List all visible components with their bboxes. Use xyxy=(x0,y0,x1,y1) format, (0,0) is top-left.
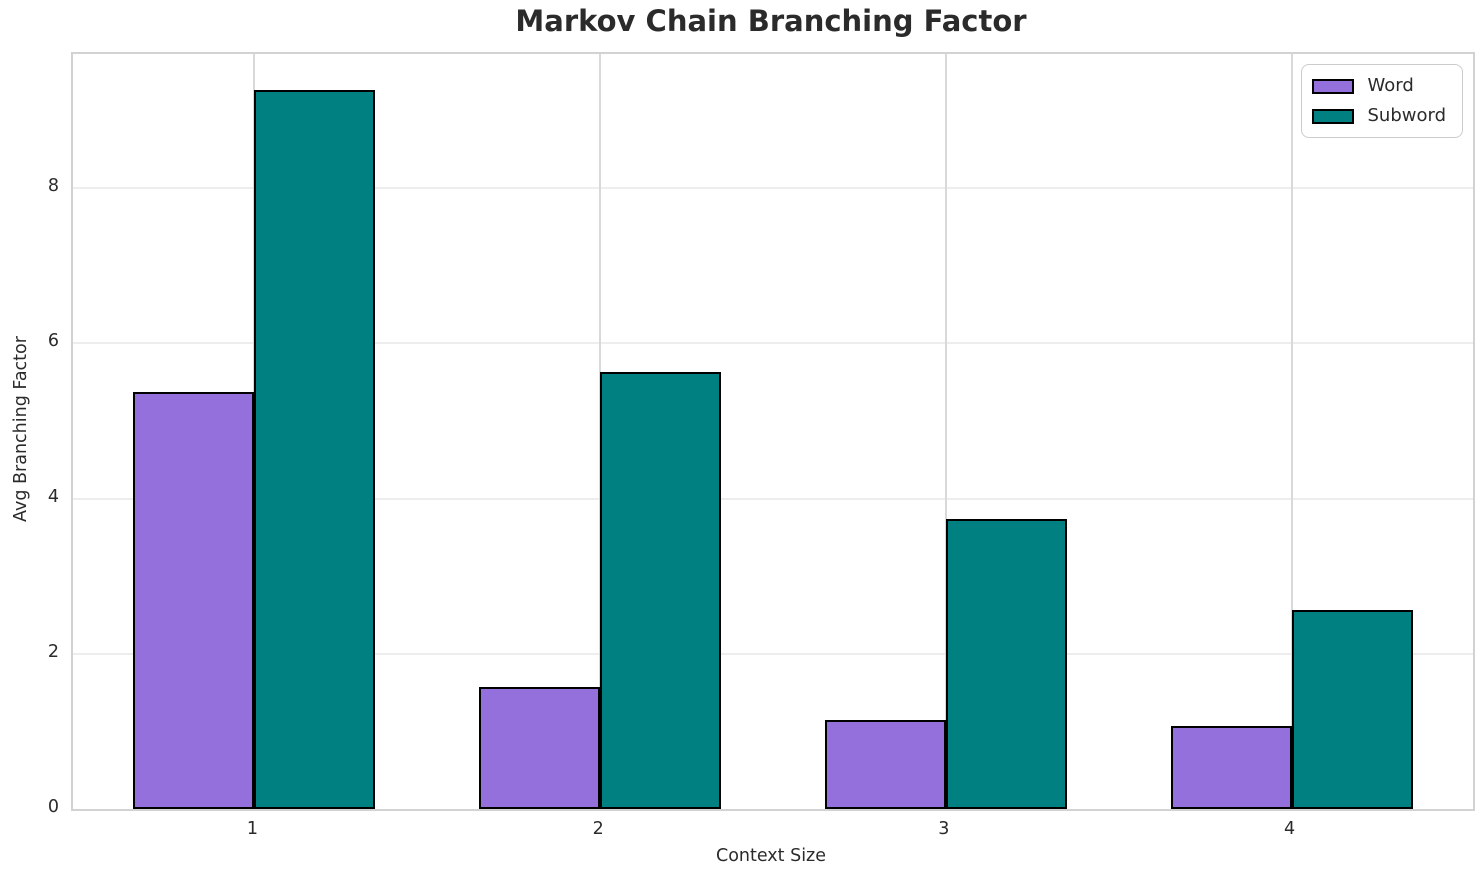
bar-subword-4 xyxy=(1291,610,1413,809)
v-gridline-3 xyxy=(944,54,947,809)
x-tick-label-1: 1 xyxy=(246,819,259,839)
legend: Word Subword xyxy=(1301,64,1463,138)
y-axis-label: Avg Branching Factor xyxy=(11,336,31,522)
legend-swatch-word xyxy=(1312,78,1355,94)
h-gridline-8 xyxy=(73,187,1473,190)
bar-subword-2 xyxy=(600,372,722,809)
bar-word-3 xyxy=(824,719,946,809)
legend-label-word: Word xyxy=(1367,75,1414,96)
h-gridline-6 xyxy=(73,342,1473,345)
bar-subword-1 xyxy=(254,90,376,809)
chart-title: Markov Chain Branching Factor xyxy=(515,4,1027,38)
plot-area: Word Subword xyxy=(71,52,1475,811)
h-gridline-4 xyxy=(73,497,1473,500)
x-axis-label: Context Size xyxy=(715,846,827,866)
x-tick-label-4: 4 xyxy=(1283,819,1296,839)
legend-label-subword: Subword xyxy=(1367,105,1446,126)
x-tick-label-3: 3 xyxy=(938,819,950,839)
legend-item-subword: Subword xyxy=(1312,104,1446,128)
y-tick-label-2: 2 xyxy=(47,641,59,662)
y-tick-label-4: 4 xyxy=(47,486,59,507)
bar-word-2 xyxy=(479,687,601,809)
x-tick-label-2: 2 xyxy=(592,819,604,839)
bar-word-1 xyxy=(133,392,255,809)
h-gridline-2 xyxy=(73,652,1473,655)
y-tick-label-0: 0 xyxy=(47,797,59,817)
legend-item-word: Word xyxy=(1312,74,1446,98)
v-gridline-4 xyxy=(1290,54,1293,809)
legend-swatch-subword xyxy=(1312,108,1355,124)
y-tick-label-8: 8 xyxy=(47,176,59,197)
bar-subword-3 xyxy=(945,518,1067,809)
y-tick-label-6: 6 xyxy=(47,331,59,352)
bar-word-4 xyxy=(1170,725,1292,809)
